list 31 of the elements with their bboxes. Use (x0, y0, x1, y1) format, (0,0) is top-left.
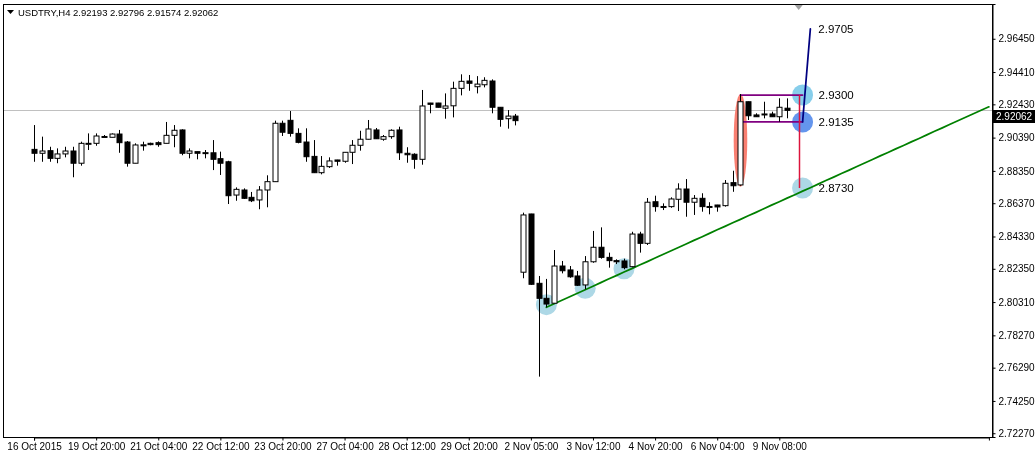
x-tick-label: 23 Oct 20:00 (254, 440, 313, 452)
data-label: 2.9135 (818, 115, 854, 128)
y-tick-label: 2.90390 (998, 132, 1036, 144)
y-tick-label: 2.72270 (998, 427, 1036, 439)
x-tick-label: 2 Nov 05:00 (504, 440, 559, 452)
y-tick-label: 2.80310 (998, 296, 1036, 308)
y-tick-label: 2.92430 (998, 99, 1036, 111)
x-tick-label: 16 Oct 2015 (7, 440, 63, 452)
x-tick-label: 4 Nov 20:00 (628, 440, 683, 452)
data-label: 2.9300 (818, 89, 854, 102)
x-tick-label: 6 Nov 04:00 (690, 440, 746, 452)
y-tick-label: 2.78270 (998, 330, 1036, 342)
y-tick-label: 2.88350 (998, 165, 1036, 177)
x-tick-label: 22 Oct 12:00 (192, 440, 250, 452)
x-tick-label: 28 Oct 12:00 (378, 440, 437, 452)
data-label: 2.9705 (818, 22, 854, 35)
data-label: 2.8730 (818, 182, 854, 195)
x-tick-label: 29 Oct 20:00 (440, 440, 499, 452)
x-tick-label: 27 Oct 04:00 (316, 440, 375, 452)
y-tick-label: 2.74250 (998, 395, 1036, 407)
y-tick-label: 2.76290 (998, 362, 1036, 374)
chart-title: USDTRY,H4 2.92193 2.92796 2.91574 2.92062 (18, 6, 219, 18)
x-tick-label: 19 Oct 20:00 (68, 440, 126, 452)
y-tick-label: 2.84330 (998, 231, 1036, 243)
y-tick-label: 2.82350 (998, 263, 1036, 275)
x-tick-label: 9 Nov 08:00 (752, 440, 808, 452)
y-tick-label: 2.96450 (998, 33, 1036, 45)
y-tick-label: 2.86370 (998, 197, 1036, 209)
y-tick-label: 2.94410 (998, 66, 1036, 78)
x-tick-label: 3 Nov 12:00 (566, 440, 621, 452)
x-tick-label: 21 Oct 04:00 (130, 440, 188, 452)
